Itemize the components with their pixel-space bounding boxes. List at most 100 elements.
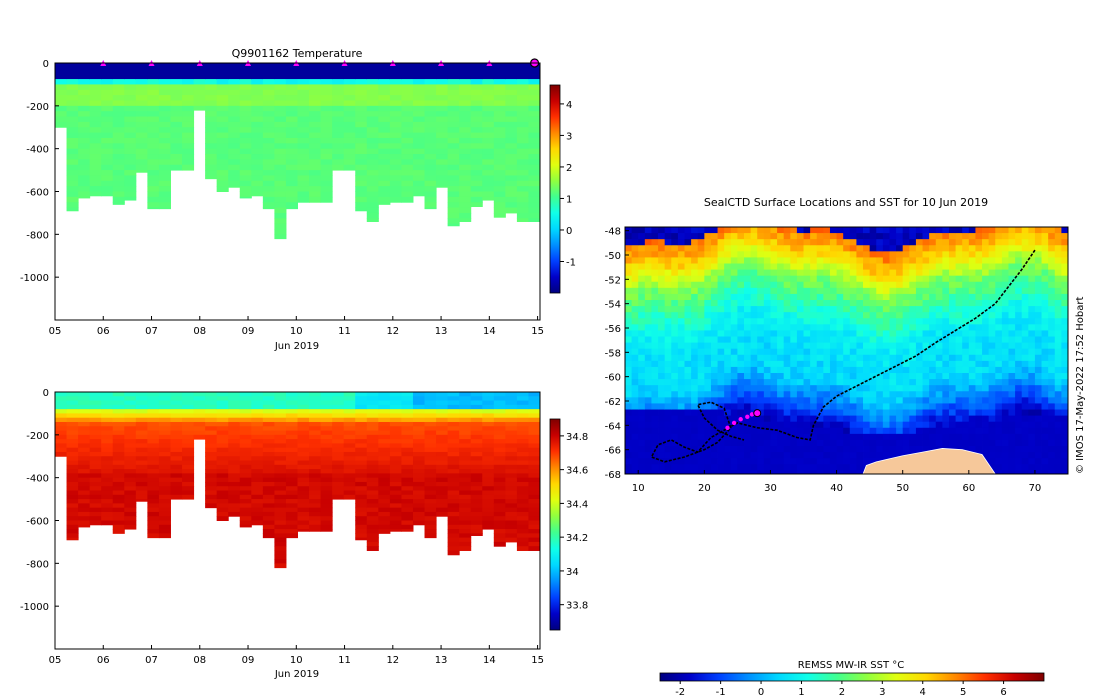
salinity-cell (528, 541, 541, 547)
salinity-cell (135, 443, 148, 449)
salinity-cell (89, 451, 102, 457)
sst-cell (922, 233, 930, 240)
temperature-cell (124, 159, 137, 166)
salinity-cell (412, 434, 426, 440)
salinity-cell (158, 524, 171, 530)
sst-cell (790, 446, 798, 453)
salinity-cell (158, 451, 171, 457)
sst-cell (962, 287, 970, 295)
salinity-cell (101, 473, 114, 479)
sst-cell (677, 348, 685, 356)
sst-cell (638, 354, 646, 362)
temperature-cell (285, 180, 298, 187)
sst-cell (631, 293, 639, 301)
temperature-cell (274, 191, 287, 198)
sst-cell (783, 403, 791, 410)
sst-cell (671, 415, 679, 423)
sst-cell (737, 427, 745, 435)
sst-cell (770, 397, 778, 404)
salinity-cell (516, 507, 529, 513)
sst-cell (995, 452, 1003, 459)
sst-cell (968, 379, 976, 386)
sst-cell (651, 342, 659, 350)
salinity-cell (285, 404, 298, 410)
salinity-cell (135, 421, 148, 427)
salinity-cell (182, 473, 195, 479)
sst-cell (1001, 458, 1009, 465)
salinity-cell (147, 447, 160, 453)
salinity-cell (101, 413, 114, 419)
sst-cell (869, 452, 877, 459)
salinity-cell (262, 430, 275, 436)
salinity-cell (424, 490, 437, 496)
salinity-cell (135, 426, 148, 432)
sst-cell (902, 227, 910, 234)
salinity-cell (309, 490, 322, 496)
sst-cell (750, 324, 758, 331)
temperature-cell (470, 100, 483, 107)
sst-cell (710, 415, 718, 423)
temperature-cell (389, 164, 402, 171)
temperature-cell (228, 154, 241, 160)
salinity-cell (516, 541, 529, 547)
salinity-cell (493, 400, 506, 406)
salinity-cell (320, 417, 333, 423)
sst-cell (790, 366, 798, 374)
sst-cell (869, 233, 877, 240)
sst-cell (717, 391, 725, 398)
salinity-cell (459, 486, 472, 492)
sst-cell (810, 470, 818, 475)
sst-cell (975, 385, 983, 392)
sst-cell (863, 421, 871, 429)
temperature-cell (297, 79, 310, 85)
sst-cell (770, 263, 778, 270)
temperature-cell (297, 196, 310, 203)
sst-cell (664, 366, 672, 374)
sst-cell (975, 379, 983, 386)
temperature-cell (436, 121, 449, 128)
sst-cell (671, 391, 679, 398)
salinity-cell (505, 456, 518, 462)
salinity-section-panel: 0-200-400-600-800-1000 05 06 07 08 09 10 11 12 1… (20, 388, 588, 680)
sst-cell (796, 281, 804, 289)
sst-cell (962, 348, 970, 356)
sst-cell (638, 439, 646, 447)
temperature-cell (447, 143, 460, 150)
salinity-cell (424, 421, 437, 427)
sst-cell (710, 251, 718, 258)
temperature-cell (309, 111, 322, 118)
sst-cell (631, 446, 639, 453)
salinity-cell (78, 516, 91, 521)
sst-cell (896, 287, 904, 295)
sst-cell (882, 397, 890, 404)
salinity-cell (124, 469, 137, 474)
salinity-cell (170, 473, 183, 479)
sst-cell (744, 324, 752, 331)
salinity-cell (447, 473, 460, 479)
sst-cell (664, 415, 672, 423)
salinity-cell (228, 409, 241, 414)
temperature-cell (239, 121, 252, 128)
sst-cell (677, 409, 685, 416)
sst-cell (631, 409, 639, 416)
salinity-cell (459, 507, 472, 513)
salinity-cell (401, 473, 414, 479)
salinity-cell (505, 443, 518, 449)
sst-cell (988, 269, 996, 277)
salinity-cell (366, 529, 379, 534)
sst-cell (790, 409, 798, 416)
sst-cell (843, 373, 851, 380)
salinity-cell (493, 447, 506, 453)
sst-cell (796, 227, 804, 234)
temperature-cell (170, 89, 183, 96)
salinity-cell (66, 409, 79, 414)
salinity-cell (262, 473, 275, 479)
salinity-cell (251, 481, 264, 487)
sst-cell (935, 287, 943, 295)
sst-cell (777, 251, 785, 258)
sst-cell (849, 281, 857, 289)
sst-cell (744, 227, 752, 234)
temperature-cell (78, 111, 91, 118)
temperature-cell (482, 95, 495, 101)
sst-cell (750, 269, 758, 277)
